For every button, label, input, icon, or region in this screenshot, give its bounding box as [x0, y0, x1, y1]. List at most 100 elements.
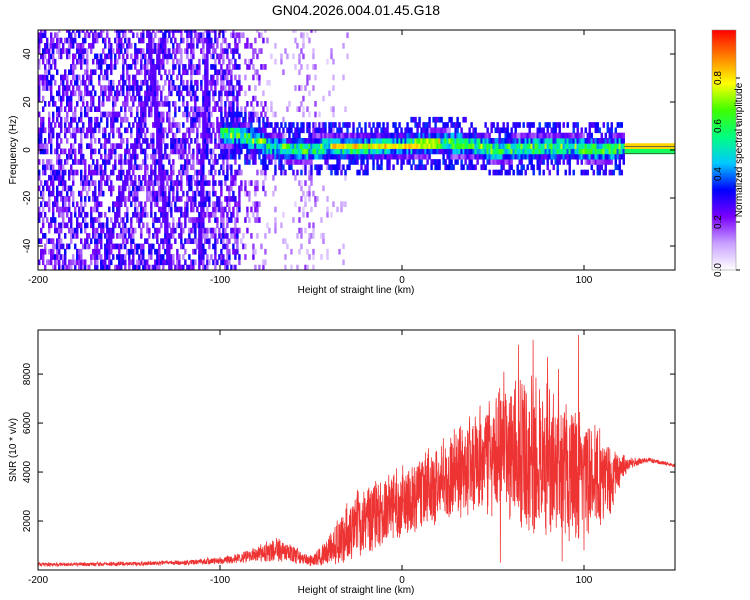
spectrogram-cell: [100, 30, 103, 33]
spectrogram-cell: [138, 211, 141, 218]
spectrogram-cell: [334, 169, 337, 176]
spectrogram-cell: [390, 148, 393, 155]
spectrogram-cell: [60, 37, 63, 44]
spectrogram-cell: [256, 127, 259, 134]
spectrogram-cell: [474, 138, 477, 144]
spectrogram-cell: [410, 132, 413, 139]
spectrogram-cell: [290, 164, 293, 171]
spectrogram-cell: [248, 190, 251, 197]
spectrogram-cell: [296, 127, 299, 134]
spectrogram-cell: [280, 143, 283, 149]
spectrogram-cell: [470, 143, 473, 149]
spectrogram-cell: [238, 37, 241, 44]
spectrogram-cell: [580, 169, 583, 176]
spectrogram-cell: [60, 180, 63, 186]
spectrogram-cell: [194, 122, 197, 128]
spectrogram-cell: [524, 143, 527, 149]
spectrogram-cell: [580, 143, 583, 149]
spectrogram-cell: [140, 79, 143, 86]
spectrogram-cell: [168, 116, 171, 123]
spectrogram-cell: [176, 259, 179, 266]
spectrogram-cell: [508, 132, 511, 139]
spectrogram-cell: [192, 259, 195, 266]
spectrogram-cell: [92, 227, 95, 234]
spectrogram-cell: [572, 148, 575, 155]
spectrogram-cell: [48, 79, 51, 86]
spectrogram-cell: [46, 79, 49, 86]
spectrogram-cell: [114, 58, 117, 65]
spectrogram-cell: [108, 185, 111, 192]
spectrogram-cell: [44, 201, 47, 208]
spectrogram-cell: [502, 153, 505, 160]
spectrogram-cell: [404, 138, 407, 144]
spectrogram-cell: [546, 153, 549, 160]
spectrogram-cell: [612, 148, 615, 155]
spectrogram-cell: [338, 138, 341, 144]
spectrogram-cell: [490, 143, 493, 149]
spectrogram-cell: [220, 138, 223, 144]
spectrogram-cell: [574, 148, 577, 155]
spectrogram-cell: [210, 37, 213, 44]
spectrogram-cell: [48, 248, 51, 255]
spectrogram-cell: [410, 127, 413, 134]
spectrogram-cell: [156, 58, 159, 65]
spectrogram-cell: [94, 185, 97, 192]
spectrogram-cell: [214, 259, 217, 266]
spectrogram-cell: [158, 217, 161, 223]
spectrogram-cell: [118, 30, 121, 33]
spectrogram-cell: [188, 238, 191, 244]
spectrogram-cell: [604, 164, 607, 171]
spectrogram-cell: [110, 111, 113, 118]
spectrogram-cell: [46, 164, 49, 171]
spectrogram-cell: [108, 85, 111, 91]
spectrogram-cell: [516, 132, 519, 139]
spectrogram-cell: [294, 153, 297, 160]
spectrogram-cell: [606, 159, 609, 165]
spectrogram-cell: [434, 127, 437, 134]
spectrogram-cell: [166, 116, 169, 123]
spectrogram-cell: [508, 159, 511, 165]
spectrogram-cell: [130, 159, 133, 165]
spectrogram-cell: [54, 259, 57, 266]
spectrogram-cell: [56, 69, 59, 76]
spectrogram-cell: [64, 69, 67, 76]
spectrogram-cell: [52, 185, 55, 192]
spectrogram-cell: [250, 148, 253, 155]
spectrogram-cell: [232, 148, 235, 155]
spectrogram-cell: [72, 90, 75, 97]
spectrogram-cell: [208, 127, 211, 134]
spectrogram-cell: [58, 48, 61, 54]
spectrogram-cell: [202, 132, 205, 139]
spectrogram-cell: [92, 169, 95, 176]
spectrogram-cell: [224, 101, 227, 107]
spectrogram-cell: [182, 101, 185, 107]
spectrogram-cell: [608, 153, 611, 160]
spectrogram-cell: [610, 159, 613, 165]
spectrogram-cell: [220, 95, 223, 102]
spectrogram-cell: [96, 243, 99, 250]
spectrogram-cell: [360, 148, 363, 155]
spectrogram-cell: [260, 132, 263, 139]
spectrogram-cell: [582, 132, 585, 139]
spectrogram-cell: [288, 127, 291, 134]
spectrogram-cell: [562, 159, 565, 165]
spectrogram-cell: [532, 148, 535, 155]
spectrogram-cell: [540, 132, 543, 139]
spectrogram-cell: [94, 201, 97, 208]
spectrogram-cell: [52, 217, 55, 223]
spectrogram-cell: [296, 264, 299, 270]
spectrogram-cell: [362, 138, 365, 144]
spectrogram-cell: [90, 206, 93, 213]
spectrogram-cell: [600, 132, 603, 139]
spectrogram-cell: [48, 174, 51, 181]
spectrogram-cell: [140, 185, 143, 192]
spectrogram-cell: [284, 148, 287, 155]
spectrogram-cell: [218, 169, 221, 176]
spectrogram-cell: [318, 148, 321, 155]
spectrogram-cell: [490, 138, 493, 144]
spectrogram-cell: [488, 138, 491, 144]
spectrogram-cell: [526, 132, 529, 139]
spectrogram-cell: [92, 101, 95, 107]
spectrogram-cell: [338, 122, 341, 128]
spectrogram-cell: [408, 153, 411, 160]
